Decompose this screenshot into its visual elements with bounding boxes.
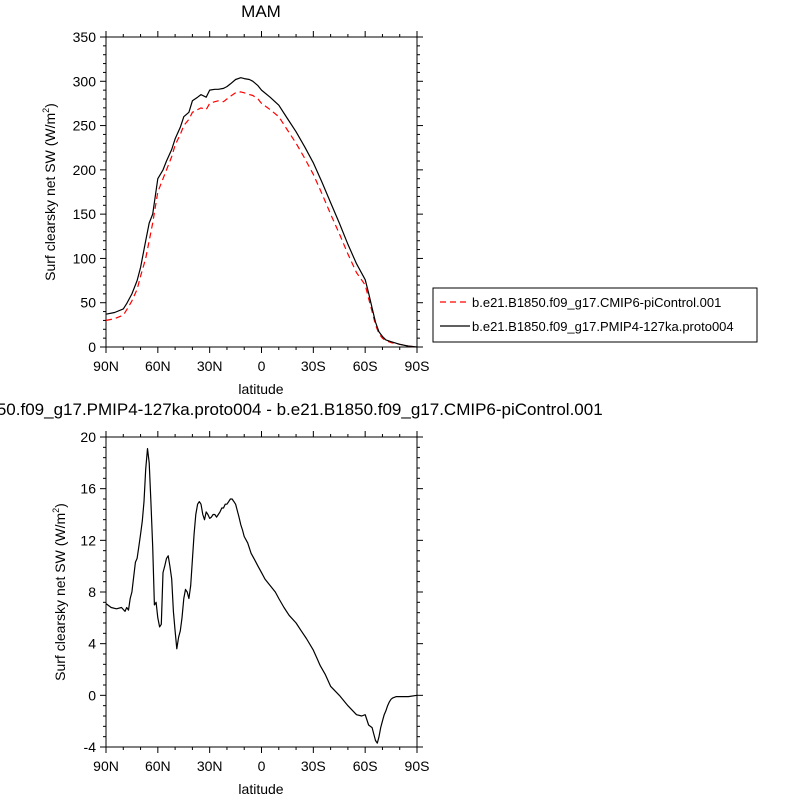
x-tick-label: 30S bbox=[301, 358, 326, 374]
bottom-chart-title: b.e21.B1850.f09_g17.PMIP4-127ka.proto004… bbox=[0, 400, 603, 419]
y-tick-label: 300 bbox=[73, 73, 97, 89]
y-tick-label: 0 bbox=[88, 339, 96, 355]
y-tick-label: 20 bbox=[80, 429, 96, 445]
x-tick-label: 30S bbox=[301, 758, 326, 774]
legend: b.e21.B1850.f09_g17.CMIP6-piControl.001 … bbox=[432, 287, 758, 343]
y-tick-label: 200 bbox=[73, 162, 97, 178]
y-tick-label: 0 bbox=[88, 687, 96, 703]
x-tick-label: 90N bbox=[93, 358, 119, 374]
bottom-chart-y-axis: -4 0 4 8 12 16 20 bbox=[80, 429, 423, 755]
y-tick-label: 16 bbox=[80, 481, 96, 497]
top-chart-x-label: latitude bbox=[238, 381, 283, 397]
x-tick-label: 60S bbox=[353, 758, 378, 774]
top-chart-y-label-main: Surf clearsky net SW (W/m bbox=[42, 113, 58, 281]
x-tick-label: 60S bbox=[353, 358, 378, 374]
bottom-chart-x-label: latitude bbox=[238, 781, 283, 797]
x-tick-label: 90N bbox=[93, 758, 119, 774]
bottom-chart-series bbox=[105, 448, 418, 744]
bottom-chart-y-label: Surf clearsky net SW (W/m2) bbox=[51, 503, 68, 681]
top-chart-y-axis: 0 50 100 150 200 250 300 350 bbox=[73, 29, 423, 355]
series-line-0-0 bbox=[105, 91, 418, 348]
bottom-chart-x-axis: 90N 60N 30N 0 30S 60S 90S bbox=[93, 431, 429, 774]
x-tick-label: 0 bbox=[258, 758, 266, 774]
y-tick-label: 150 bbox=[73, 206, 97, 222]
y-tick-label: 100 bbox=[73, 250, 97, 266]
x-tick-label: 90S bbox=[405, 358, 430, 374]
top-chart-y-label-end: ) bbox=[42, 103, 58, 108]
y-tick-label: 12 bbox=[80, 532, 96, 548]
top-chart-y-label: Surf clearsky net SW (W/m2) bbox=[41, 103, 58, 281]
bottom-chart-y-label-end: ) bbox=[52, 503, 68, 508]
top-chart-title: MAM bbox=[241, 2, 281, 21]
bottom-chart-y-label-main: Surf clearsky net SW (W/m bbox=[52, 513, 68, 681]
bottom-chart-plot-frame bbox=[105, 436, 418, 748]
x-tick-label: 60N bbox=[145, 758, 171, 774]
y-tick-label: 350 bbox=[73, 29, 97, 45]
y-tick-label: 4 bbox=[88, 636, 96, 652]
bottom-chart-y-label-sup: 2 bbox=[51, 508, 61, 513]
top-chart-x-axis: 90N 60N 30N 0 30S 60S 90S bbox=[93, 31, 429, 374]
legend-entry-picontrol: b.e21.B1850.f09_g17.CMIP6-piControl.001 bbox=[472, 295, 721, 310]
x-tick-label: 30N bbox=[197, 758, 223, 774]
series-line-1-0 bbox=[105, 448, 418, 744]
series-line-0-1 bbox=[105, 77, 418, 348]
y-tick-label: 50 bbox=[80, 295, 96, 311]
x-tick-label: 60N bbox=[145, 358, 171, 374]
y-tick-label: -4 bbox=[84, 739, 97, 755]
top-chart-series bbox=[105, 77, 418, 348]
legend-entry-127ka: b.e21.B1850.f09_g17.PMIP4-127ka.proto004 bbox=[472, 319, 734, 334]
x-tick-label: 0 bbox=[258, 358, 266, 374]
top-chart: MAM 0 50 100 150 200 250 300 350 90N 60N 30N 0 30S 6… bbox=[41, 2, 429, 397]
y-tick-label: 250 bbox=[73, 118, 97, 134]
x-tick-label: 30N bbox=[197, 358, 223, 374]
top-chart-y-label-sup: 2 bbox=[41, 108, 51, 113]
bottom-chart: b.e21.B1850.f09_g17.PMIP4-127ka.proto004… bbox=[0, 400, 603, 797]
legend-frame bbox=[432, 287, 758, 343]
x-tick-label: 90S bbox=[405, 758, 430, 774]
y-tick-label: 8 bbox=[88, 584, 96, 600]
